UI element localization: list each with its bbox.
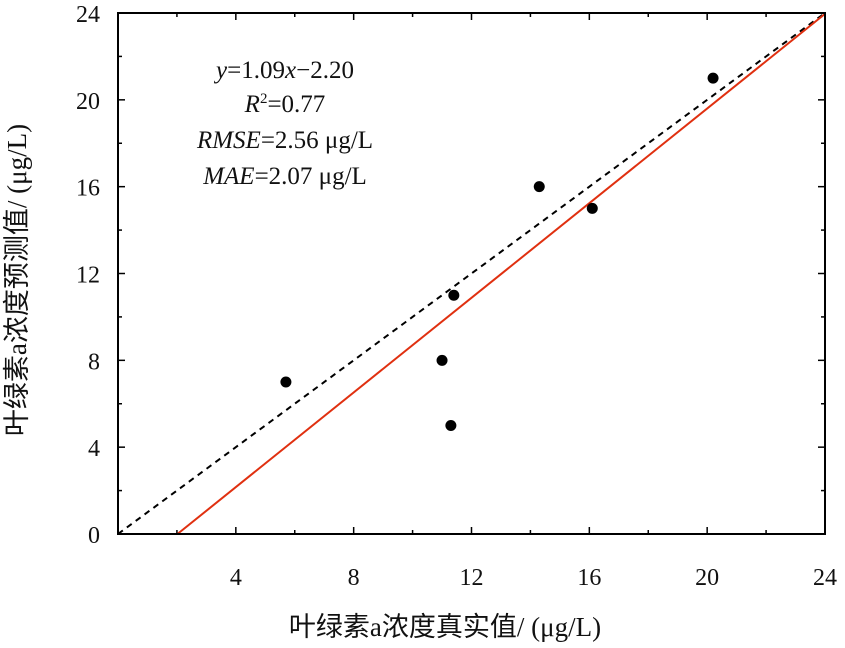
y-tick-label: 20 [76, 89, 100, 115]
y-tick-label: 24 [76, 2, 100, 28]
x-tick-label: 16 [577, 565, 601, 591]
data-point [533, 181, 545, 193]
y-axis-label: 叶绿素a浓度预测值/ (μg/L) [2, 124, 32, 436]
y-tick-label: 16 [76, 176, 100, 202]
y-tick-label: 12 [76, 263, 100, 289]
data-point [280, 376, 292, 388]
data-point [707, 72, 719, 84]
fit-line [176, 13, 826, 535]
x-axis-label: 叶绿素a浓度真实值/ (μg/L) [289, 612, 601, 642]
y-tick-label: 0 [88, 523, 100, 549]
x-tick-label: 20 [695, 565, 719, 591]
data-points [280, 72, 719, 431]
y-tick-label: 8 [88, 349, 100, 375]
chart-lines [117, 12, 826, 535]
data-point [436, 354, 448, 366]
fit-equation: y=1.09x−2.20 [213, 57, 354, 84]
mae: MAE=2.07 μg/L [202, 163, 367, 190]
rmse: RMSE=2.56 μg/L [196, 127, 373, 154]
identity-line [117, 12, 826, 535]
data-point [445, 419, 457, 431]
x-tick-label: 12 [460, 565, 484, 591]
y-tick-label: 4 [88, 436, 100, 462]
plot-frame [117, 12, 826, 535]
x-tick-label: 4 [230, 565, 242, 591]
data-point [586, 202, 598, 214]
data-point [448, 289, 460, 301]
stats-annotation: y=1.09x−2.20 R2=0.77 RMSE=2.56 μg/L MAE=… [196, 57, 373, 190]
x-tick-label: 8 [348, 565, 360, 591]
tick-labels: 4 8 12 16 20 24 0 4 8 12 16 20 24 [76, 2, 837, 591]
r-squared: R2=0.77 [244, 91, 326, 118]
x-tick-label: 24 [813, 565, 837, 591]
